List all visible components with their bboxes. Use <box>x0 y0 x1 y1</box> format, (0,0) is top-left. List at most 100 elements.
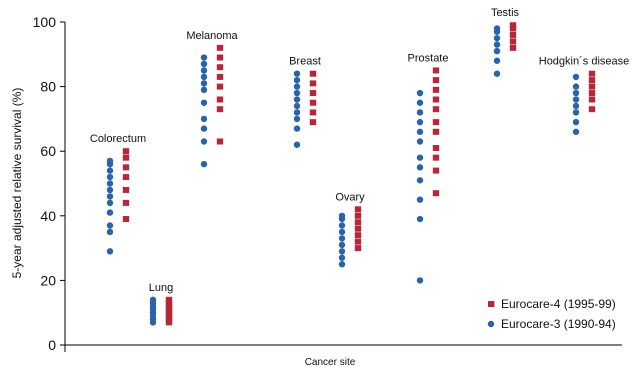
point-eurocare3 <box>200 80 208 87</box>
point-eurocare4 <box>216 64 224 71</box>
point-eurocare4 <box>309 109 317 116</box>
point-eurocare4 <box>354 245 362 252</box>
point-eurocare3 <box>106 180 114 187</box>
point-eurocare4 <box>432 119 440 126</box>
point-eurocare3 <box>572 118 580 126</box>
point-eurocare4 <box>165 319 173 326</box>
point-eurocare4 <box>122 154 130 161</box>
point-eurocare4 <box>354 238 362 245</box>
point-eurocare4 <box>588 70 596 77</box>
point-eurocare3 <box>106 173 114 181</box>
y-tick-label: 80 <box>40 79 56 95</box>
point-eurocare4 <box>165 300 173 307</box>
point-eurocare3 <box>293 109 301 116</box>
point-eurocare3 <box>493 41 501 48</box>
point-eurocare3 <box>416 215 424 223</box>
point-eurocare3 <box>338 228 346 236</box>
point-eurocare3 <box>293 89 301 97</box>
point-eurocare3 <box>572 89 580 97</box>
point-eurocare3 <box>106 157 114 165</box>
point-eurocare4 <box>432 96 440 103</box>
point-eurocare4 <box>432 144 440 151</box>
point-eurocare4 <box>432 167 440 174</box>
point-eurocare3 <box>200 60 208 68</box>
point-eurocare4 <box>165 306 173 313</box>
point-eurocare4 <box>122 216 130 223</box>
point-eurocare3 <box>493 47 501 55</box>
point-eurocare3 <box>293 125 301 132</box>
y-tick-label: 20 <box>40 272 56 288</box>
legend-marker-eurocare3 <box>487 320 495 328</box>
point-eurocare3 <box>416 99 424 106</box>
point-eurocare4 <box>509 31 517 38</box>
point-eurocare3 <box>293 141 301 148</box>
point-eurocare3 <box>416 164 424 171</box>
point-eurocare4 <box>432 106 440 113</box>
category-label: Lung <box>149 282 173 294</box>
category-label: Colorectum <box>90 133 146 145</box>
point-eurocare4 <box>432 128 440 135</box>
point-eurocare3 <box>106 222 114 229</box>
point-eurocare3 <box>572 128 580 136</box>
point-eurocare4 <box>309 70 317 77</box>
point-eurocare4 <box>509 22 517 29</box>
point-eurocare3 <box>106 193 114 200</box>
point-eurocare3 <box>200 54 208 61</box>
category-label: Ovary <box>335 191 365 203</box>
point-eurocare3 <box>416 109 424 116</box>
legend-marker-eurocare4 <box>488 301 495 307</box>
point-eurocare4 <box>216 106 224 113</box>
point-eurocare3 <box>200 73 208 81</box>
y-tick-label: 60 <box>40 143 56 159</box>
point-eurocare4 <box>122 148 130 155</box>
point-eurocare3 <box>106 209 114 216</box>
point-eurocare3 <box>416 138 424 145</box>
point-eurocare3 <box>200 115 208 123</box>
point-eurocare3 <box>106 248 114 255</box>
point-eurocare4 <box>432 154 440 161</box>
point-eurocare4 <box>165 309 173 316</box>
point-eurocare4 <box>216 44 224 51</box>
point-eurocare4 <box>354 225 362 232</box>
point-eurocare3 <box>293 70 301 77</box>
point-eurocare3 <box>293 76 301 84</box>
point-eurocare4 <box>216 138 224 145</box>
point-eurocare3 <box>493 57 501 64</box>
point-eurocare3 <box>572 96 580 103</box>
point-eurocare3 <box>572 73 580 81</box>
point-eurocare4 <box>165 303 173 310</box>
point-eurocare4 <box>122 164 130 171</box>
point-eurocare3 <box>106 228 114 236</box>
category-label: Prostate <box>408 52 449 64</box>
point-eurocare3 <box>106 186 114 194</box>
point-eurocare3 <box>200 99 208 106</box>
point-eurocare4 <box>354 232 362 239</box>
y-tick-label: 0 <box>48 337 56 353</box>
category-label: Testis <box>491 7 520 19</box>
point-eurocare3 <box>493 70 501 77</box>
point-eurocare4 <box>122 199 130 206</box>
point-eurocare4 <box>165 312 173 319</box>
point-eurocare3 <box>338 241 346 249</box>
point-eurocare3 <box>106 199 114 207</box>
point-eurocare4 <box>216 73 224 80</box>
point-eurocare4 <box>432 67 440 74</box>
point-eurocare3 <box>200 138 208 145</box>
point-eurocare4 <box>432 77 440 84</box>
point-eurocare3 <box>416 154 424 161</box>
y-tick-label: 100 <box>33 14 57 30</box>
category-labels: Colorectum Lung Melanoma Breast Ovary Prostat… <box>90 7 629 294</box>
point-eurocare4 <box>354 212 362 219</box>
point-eurocare3 <box>416 277 424 284</box>
point-eurocare3 <box>416 89 424 97</box>
y-ticks: 0 20 40 60 80 100 <box>33 14 65 353</box>
point-eurocare3 <box>416 118 424 126</box>
axes <box>64 22 622 352</box>
point-eurocare4 <box>588 96 596 103</box>
category-label: Breast <box>289 56 321 68</box>
point-eurocare4 <box>509 38 517 45</box>
point-eurocare3 <box>149 296 157 303</box>
point-eurocare3 <box>293 83 301 90</box>
point-eurocare3 <box>293 115 301 123</box>
